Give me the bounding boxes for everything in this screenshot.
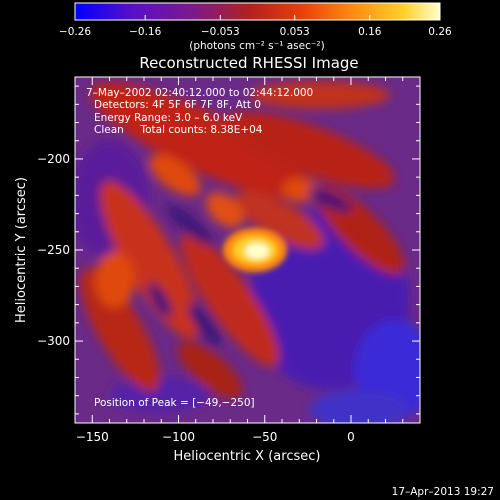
y-axis: −200 −250 −300 <box>37 85 420 415</box>
x-tick-label: 0 <box>347 430 355 444</box>
x-tick-label: −50 <box>252 430 277 444</box>
y-tick-label: −250 <box>37 243 70 257</box>
x-axis-label: Heliocentric X (arcsec) <box>174 449 321 464</box>
annotation-time-range: 7–May–2002 02:40:12.000 to 02:44:12.000 <box>86 87 313 99</box>
annotation-detectors: Detectors: 4F 5F 6F 7F 8F, Att 0 <box>94 99 261 111</box>
colorbar-bar <box>74 2 441 21</box>
colorbar-ticks: −0.26 −0.16 −0.053 0.053 0.16 0.26 <box>59 15 452 38</box>
colorbar-tick-label: −0.26 <box>59 26 91 38</box>
annotation-clean: Clean Total counts: 8.38E+04 <box>94 124 263 136</box>
y-axis-label: Heliocentric Y (arcsec) <box>14 177 29 323</box>
y-tick-label: −200 <box>37 152 70 166</box>
colorbar: −0.26 −0.16 −0.053 0.053 0.16 0.26 (photons c… <box>59 2 452 52</box>
colorbar-tick-label: 0.053 <box>280 26 310 38</box>
footer-date: 17–Apr–2013 19:27 <box>392 486 494 498</box>
x-tick-label: −100 <box>162 430 195 444</box>
colorbar-tick-label: 0.26 <box>428 26 452 38</box>
colorbar-tick-label: 0.16 <box>358 26 382 38</box>
x-axis: −150 −100 −50 0 <box>76 77 421 444</box>
y-tick-label: −300 <box>37 334 70 348</box>
annotation-energy: Energy Range: 3.0 – 6.0 keV <box>94 112 243 124</box>
colorbar-tick-label: −0.053 <box>201 26 240 38</box>
chart-title: Reconstructed RHESSI Image <box>139 54 358 72</box>
x-tick-label: −150 <box>76 430 109 444</box>
annotation-peak-position: Position of Peak = [−49,−250] <box>94 397 255 409</box>
heatmap-image <box>75 77 420 423</box>
colorbar-tick-label: −0.16 <box>129 26 161 38</box>
colorbar-unit-label: (photons cm⁻² s⁻¹ asec⁻²) <box>189 40 324 52</box>
